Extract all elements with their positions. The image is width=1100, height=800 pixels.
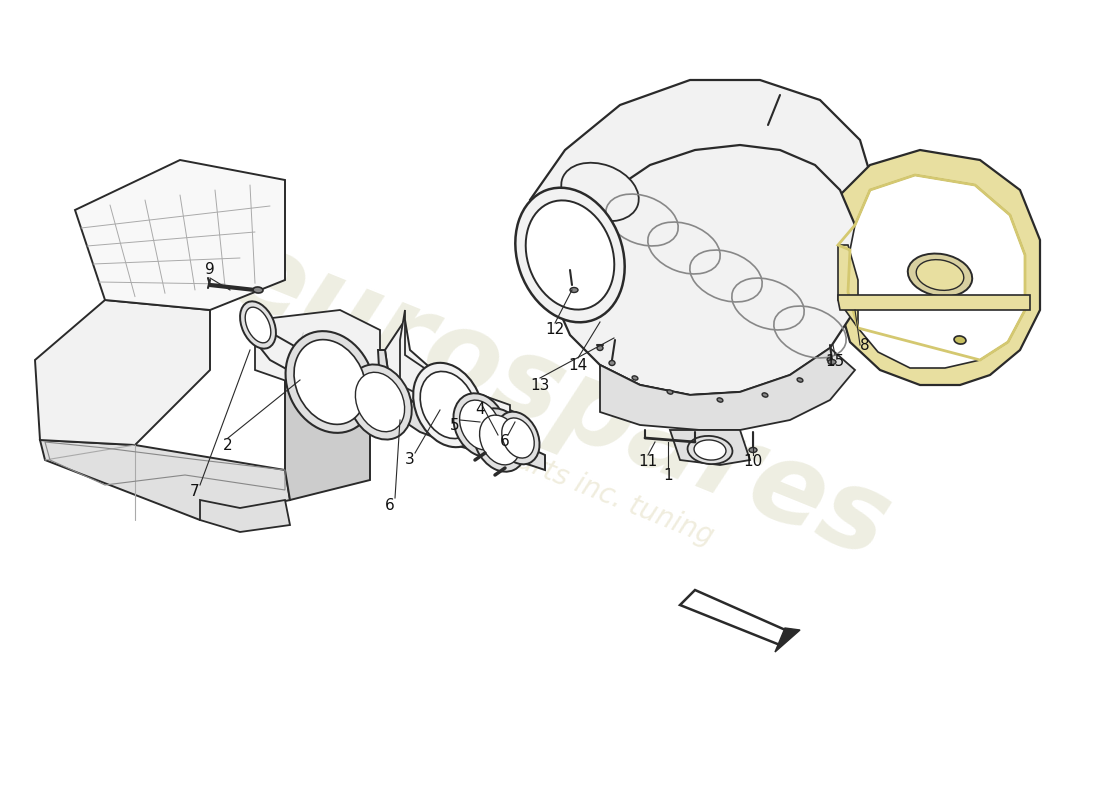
Polygon shape bbox=[250, 312, 455, 432]
Ellipse shape bbox=[473, 408, 527, 472]
Text: 14: 14 bbox=[569, 358, 587, 373]
Text: 5: 5 bbox=[450, 418, 460, 433]
Text: 4: 4 bbox=[475, 402, 485, 418]
Polygon shape bbox=[378, 350, 544, 470]
Ellipse shape bbox=[749, 447, 757, 453]
Text: 15: 15 bbox=[825, 354, 845, 370]
Text: 8: 8 bbox=[860, 338, 870, 353]
Polygon shape bbox=[40, 440, 290, 520]
Polygon shape bbox=[255, 310, 380, 410]
Ellipse shape bbox=[609, 361, 615, 366]
Ellipse shape bbox=[828, 359, 836, 365]
Ellipse shape bbox=[526, 201, 614, 310]
Ellipse shape bbox=[827, 358, 833, 362]
Text: 1: 1 bbox=[663, 467, 673, 482]
Ellipse shape bbox=[908, 254, 972, 297]
Ellipse shape bbox=[437, 398, 469, 442]
Polygon shape bbox=[848, 175, 1025, 368]
Ellipse shape bbox=[240, 302, 276, 349]
Ellipse shape bbox=[632, 376, 638, 380]
Polygon shape bbox=[680, 590, 790, 645]
Text: 12: 12 bbox=[546, 322, 564, 338]
Text: 9: 9 bbox=[205, 262, 214, 278]
Ellipse shape bbox=[597, 346, 603, 350]
Ellipse shape bbox=[453, 394, 507, 457]
Polygon shape bbox=[35, 300, 210, 445]
Ellipse shape bbox=[570, 287, 578, 293]
Polygon shape bbox=[285, 370, 370, 500]
Ellipse shape bbox=[717, 398, 723, 402]
Ellipse shape bbox=[496, 412, 539, 464]
Polygon shape bbox=[544, 145, 860, 395]
Ellipse shape bbox=[460, 400, 500, 450]
Ellipse shape bbox=[420, 371, 476, 438]
Ellipse shape bbox=[349, 365, 411, 439]
Polygon shape bbox=[200, 500, 290, 532]
Text: 7: 7 bbox=[190, 485, 200, 499]
Ellipse shape bbox=[502, 418, 535, 458]
Ellipse shape bbox=[798, 378, 803, 382]
Ellipse shape bbox=[414, 363, 483, 447]
Text: 13: 13 bbox=[530, 378, 550, 393]
Polygon shape bbox=[838, 245, 858, 328]
Ellipse shape bbox=[286, 331, 374, 433]
Polygon shape bbox=[400, 310, 510, 430]
Polygon shape bbox=[385, 320, 520, 442]
Ellipse shape bbox=[480, 415, 520, 465]
Text: a passion for parts inc. tuning: a passion for parts inc. tuning bbox=[322, 369, 718, 551]
Ellipse shape bbox=[245, 307, 271, 343]
Text: 3: 3 bbox=[405, 453, 415, 467]
Ellipse shape bbox=[916, 260, 964, 290]
Polygon shape bbox=[600, 365, 740, 425]
Text: 6: 6 bbox=[500, 434, 510, 450]
Ellipse shape bbox=[667, 390, 673, 394]
Text: 2: 2 bbox=[223, 438, 233, 453]
Ellipse shape bbox=[694, 440, 726, 460]
Text: 11: 11 bbox=[638, 454, 658, 470]
Polygon shape bbox=[776, 628, 800, 652]
Polygon shape bbox=[838, 295, 1030, 310]
Ellipse shape bbox=[355, 372, 405, 432]
Ellipse shape bbox=[294, 340, 366, 424]
Ellipse shape bbox=[561, 162, 639, 222]
Ellipse shape bbox=[688, 436, 733, 464]
Ellipse shape bbox=[762, 393, 768, 397]
Ellipse shape bbox=[515, 188, 625, 322]
Text: eurospares: eurospares bbox=[214, 219, 905, 581]
Polygon shape bbox=[75, 160, 285, 310]
Ellipse shape bbox=[253, 287, 263, 293]
Polygon shape bbox=[530, 80, 874, 310]
Text: 10: 10 bbox=[744, 454, 762, 470]
Polygon shape bbox=[600, 348, 855, 430]
Ellipse shape bbox=[954, 336, 966, 344]
Polygon shape bbox=[838, 150, 1040, 385]
Polygon shape bbox=[670, 430, 750, 465]
Text: 6: 6 bbox=[385, 498, 395, 513]
